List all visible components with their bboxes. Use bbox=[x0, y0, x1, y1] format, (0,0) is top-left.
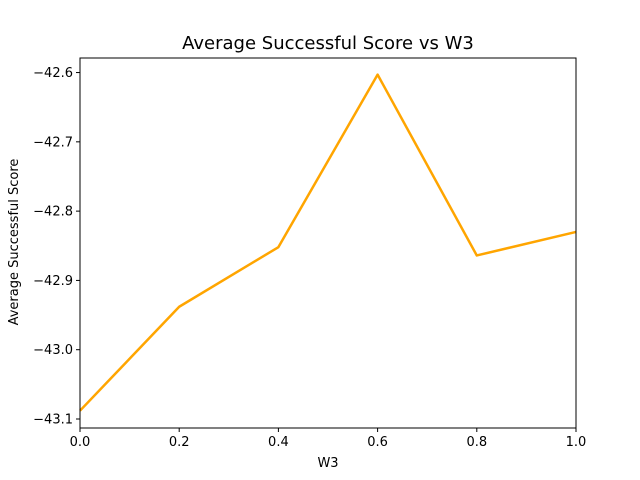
x-tick-label: 0.0 bbox=[70, 435, 91, 450]
x-axis-label: W3 bbox=[317, 456, 338, 471]
x-tick-label: 0.2 bbox=[169, 435, 190, 450]
y-tick-label: −42.7 bbox=[33, 135, 73, 150]
x-tick-label: 0.6 bbox=[367, 435, 388, 450]
x-axis: 0.0 0.2 0.4 0.6 0.8 1.0 bbox=[70, 428, 587, 450]
y-tick-label: −43.0 bbox=[33, 343, 73, 358]
plot-area bbox=[79, 73, 577, 412]
chart-title: Average Successful Score vs W3 bbox=[182, 33, 474, 54]
x-tick-label: 0.4 bbox=[268, 435, 289, 450]
x-tick-label: 1.0 bbox=[566, 435, 587, 450]
y-tick-label: −42.6 bbox=[33, 66, 73, 81]
y-tick-label: −42.8 bbox=[33, 205, 73, 220]
x-tick-label: 0.8 bbox=[466, 435, 487, 450]
y-axis: −43.1 −43.0 −42.9 −42.8 −42.7 −42.6 bbox=[33, 66, 80, 427]
y-tick-label: −43.1 bbox=[33, 412, 73, 427]
y-axis-label: Average Successful Score bbox=[7, 159, 22, 326]
series-line-0 bbox=[79, 73, 577, 412]
y-tick-label: −42.9 bbox=[33, 274, 73, 289]
plot-frame bbox=[79, 57, 577, 429]
